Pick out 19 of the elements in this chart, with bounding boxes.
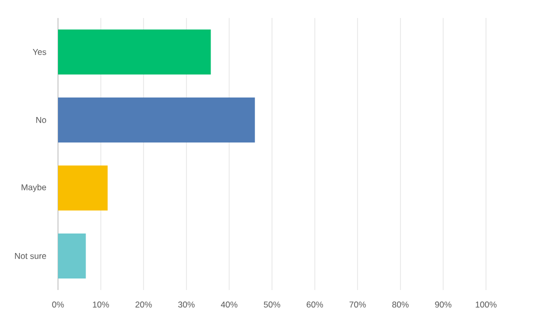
x-tick-label: 100% <box>476 302 497 308</box>
bar <box>58 166 108 211</box>
bar <box>58 234 86 279</box>
x-tick-label: 20% <box>136 302 152 308</box>
y-tick-label: No <box>36 117 46 123</box>
x-tick-label: 80% <box>392 302 409 308</box>
x-tick-label: 40% <box>220 302 238 308</box>
y-tick-label: Maybe <box>22 184 46 192</box>
y-tick-label: Not sure <box>15 253 46 259</box>
x-tick-label: 30% <box>178 302 195 308</box>
x-tick-label: 10% <box>92 302 109 308</box>
x-tick-label: 60% <box>306 302 323 308</box>
x-tick-label: 0% <box>52 302 64 308</box>
bar <box>58 98 255 143</box>
x-tick-label: 90% <box>435 302 452 308</box>
bar <box>58 30 211 75</box>
x-tick-label: 70% <box>350 302 366 308</box>
y-tick-label: Yes <box>32 49 46 55</box>
x-tick-label: 50% <box>264 302 280 308</box>
